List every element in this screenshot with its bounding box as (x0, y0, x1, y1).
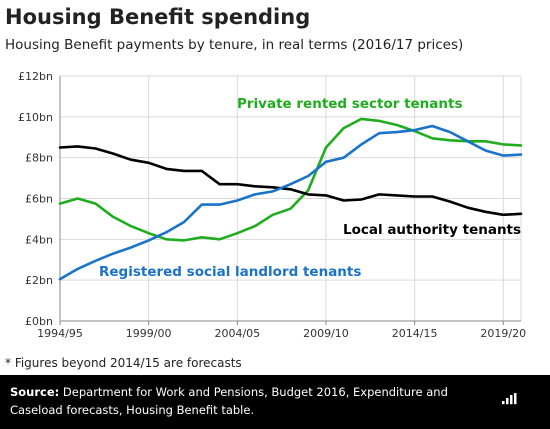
chart-subtitle: Housing Benefit payments by tenure, in r… (5, 37, 464, 53)
series-label-3: Registered social landlord tenants (99, 264, 361, 280)
chart-title: Housing Benefit spending (5, 5, 311, 29)
x-tick-label: 1994/95 (37, 327, 83, 340)
y-tick-label: £2bn (25, 274, 53, 287)
y-tick-label: £10bn (18, 111, 53, 124)
x-tick-label: 2019/20 (480, 327, 526, 340)
x-tick-label: 1999/00 (126, 327, 172, 340)
x-tick-label: 2004/05 (214, 327, 260, 340)
y-tick-label: £0bn (25, 315, 53, 328)
series-line-3 (58, 124, 523, 281)
y-tick-label: £8bn (25, 152, 53, 165)
source-text: Department for Work and Pensions, Budget… (10, 385, 448, 417)
y-tick-label: £4bn (25, 233, 53, 246)
series-label-2: Local authority tenants (343, 222, 521, 238)
full-fact-logo-icon (502, 393, 517, 405)
x-tick-label: 2009/10 (303, 327, 349, 340)
x-tick-label: 2014/15 (392, 327, 438, 340)
series-line-2 (58, 145, 523, 217)
y-tick-label: £12bn (18, 70, 53, 83)
source-footer: Source: Department for Work and Pensions… (0, 375, 550, 429)
series-label-1: Private rented sector tenants (237, 96, 463, 112)
series-line-1 (58, 117, 523, 242)
forecast-note: * Figures beyond 2014/15 are forecasts (5, 356, 242, 370)
y-tick-label: £6bn (25, 193, 53, 206)
line-chart: £0bn £2bn £4bn £6bn £8bn £10bn £12bn 1994/95 199… (18, 70, 526, 340)
source-text-block: Source: Department for Work and Pensions… (10, 383, 480, 419)
source-label: Source: (10, 385, 60, 399)
